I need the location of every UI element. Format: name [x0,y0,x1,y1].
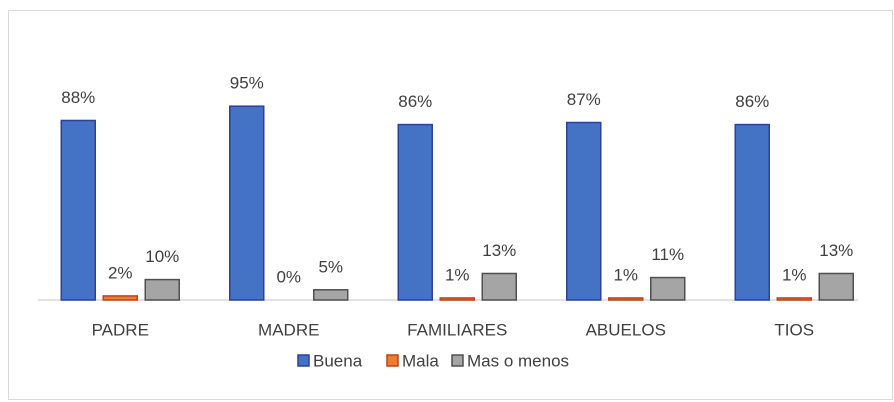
bar [439,297,475,301]
legend-swatch [451,354,464,367]
bar [102,295,138,301]
bar [60,119,96,301]
bar [818,272,854,301]
data-label: 11% [651,245,684,264]
bar [397,123,433,301]
bar [776,297,812,301]
data-label: 1% [613,265,638,284]
bar [313,289,349,301]
data-label: 95% [230,74,264,93]
data-label: 5% [318,257,343,276]
bar [481,272,517,301]
legend-swatch [386,354,399,367]
x-tick-label: ABUELOS [586,320,666,339]
legend-label: Buena [313,351,363,370]
legend-swatch [297,354,310,367]
bar [566,121,602,301]
bar [650,276,686,301]
legend-label: Mala [402,351,439,370]
x-tick-label: TIOS [774,320,814,339]
bar [144,278,180,301]
bar [734,123,770,301]
data-label: 10% [145,247,179,266]
data-label: 1% [782,265,807,284]
data-label: 1% [445,265,470,284]
bar [608,297,644,301]
bar [229,105,265,301]
data-label: 88% [61,88,95,107]
data-label: 13% [819,241,853,260]
data-label: 13% [482,241,516,260]
data-label: 87% [567,90,601,109]
x-tick-label: PADRE [92,320,149,339]
data-label: 86% [735,92,769,111]
legend-label: Mas o menos [467,351,569,370]
data-label: 86% [398,92,432,111]
x-tick-label: FAMILIARES [407,320,507,339]
x-tick-label: MADRE [258,320,319,339]
data-label: 0% [276,267,301,286]
data-label: 2% [108,263,133,282]
